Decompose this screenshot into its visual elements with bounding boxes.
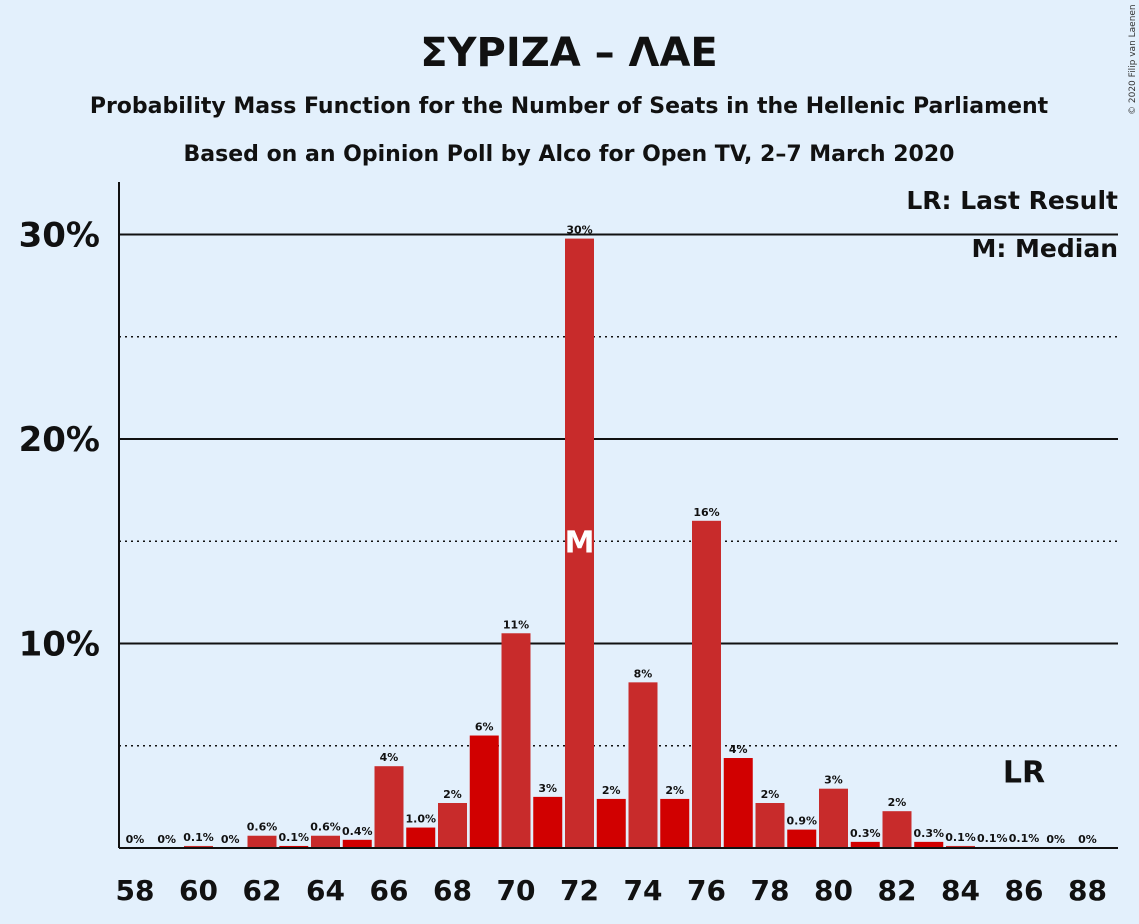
gridlines [119, 233, 1118, 747]
bar-seat-76 [692, 520, 721, 848]
data-label-seat-82: 2% [888, 796, 907, 809]
data-label-seat-65: 0.4% [342, 825, 373, 838]
data-label-seat-84: 0.1% [945, 831, 976, 844]
x-tick-labels: 58 60 62 64 66 68 70 72 74 76 78 80 82 84 86 88 [116, 874, 1107, 907]
data-label-seat-77: 4% [729, 743, 748, 756]
x-tick-label: 72 [560, 874, 599, 907]
data-label-seat-74: 8% [634, 667, 653, 680]
chart-subtitle: Probability Mass Function for the Number… [90, 94, 1049, 119]
bars [184, 238, 1039, 849]
x-tick-label: 82 [878, 874, 917, 907]
bar-seat-65 [342, 839, 372, 848]
x-tick-label: 86 [1005, 874, 1044, 907]
bar-seat-60 [184, 845, 213, 848]
bar-seat-78 [755, 803, 785, 848]
data-label-seat-81: 0.3% [850, 827, 881, 840]
x-tick-label: 68 [433, 874, 472, 907]
chart-subtitle-poll: Based on an Opinion Poll by Alco for Ope… [184, 142, 955, 167]
y-tick-label: 20% [19, 420, 100, 460]
bar-seat-66 [374, 766, 404, 848]
data-label-seat-85: 0.1% [977, 832, 1008, 845]
bar-seat-62 [247, 835, 277, 848]
bar-seat-80 [819, 788, 848, 848]
x-tick-label: 66 [370, 874, 409, 907]
data-label-seat-62: 0.6% [247, 821, 278, 834]
bar-seat-68 [438, 803, 467, 848]
data-label-seat-66: 4% [380, 751, 399, 764]
median-marker: M [565, 525, 595, 560]
data-label-seat-86: 0.1% [1009, 832, 1040, 845]
x-tick-label: 58 [116, 874, 155, 907]
bar-seat-74 [628, 682, 658, 848]
axes [118, 182, 1118, 849]
data-label-seat-83: 0.3% [913, 827, 944, 840]
data-label-seat-67: 1.0% [405, 813, 436, 826]
data-label-seat-63: 0.1% [278, 831, 309, 844]
bar-seat-69 [469, 735, 499, 848]
data-label-seat-58: 0% [126, 833, 145, 846]
data-label-seat-87: 0% [1046, 833, 1065, 846]
data-label-seat-71: 3% [538, 782, 557, 795]
legend-last-result: LR: Last Result [906, 186, 1118, 215]
data-label-seat-64: 0.6% [310, 821, 341, 834]
bar-seat-79 [787, 829, 817, 848]
x-tick-label: 64 [306, 874, 345, 907]
bar-seat-73 [596, 798, 626, 848]
bar-seat-84 [946, 845, 975, 848]
y-tick-label: 10% [19, 625, 100, 665]
data-label-seat-80: 3% [824, 774, 843, 787]
bar-seat-71 [533, 796, 563, 848]
data-label-seat-59: 0% [157, 833, 176, 846]
bar-seat-64 [311, 835, 340, 848]
x-tick-label: 62 [243, 874, 282, 907]
data-label-seat-73: 2% [602, 784, 621, 797]
data-label-seat-88: 0% [1078, 833, 1097, 846]
bar-seat-70 [501, 633, 531, 848]
last-result-marker: LR [1003, 756, 1045, 791]
data-label-seat-76: 16% [693, 506, 719, 519]
data-label-seat-68: 2% [443, 788, 462, 801]
y-tick-labels: 10% 20% 30% [19, 216, 100, 665]
x-tick-label: 84 [941, 874, 980, 907]
bar-seat-77 [723, 758, 753, 848]
bar-seat-75 [660, 798, 690, 848]
data-label-seat-70: 11% [503, 618, 529, 631]
bar-seat-67 [406, 827, 436, 848]
x-tick-label: 88 [1068, 874, 1107, 907]
data-label-seat-75: 2% [665, 784, 684, 797]
x-tick-label: 76 [687, 874, 726, 907]
bar-seat-82 [882, 811, 912, 848]
chart-title: ΣΥΡΙΖΑ – ΛΑΕ [420, 30, 718, 76]
bar-seat-83 [914, 841, 944, 848]
y-tick-label: 30% [19, 216, 100, 256]
data-label-seat-69: 6% [475, 721, 494, 734]
data-labels: 0% 0% 0.1% 0%0.6%0.1%0.6% 0.4%4%1.0%2%6%11%3… [126, 224, 1097, 846]
bar-seat-81 [850, 841, 880, 848]
data-label-seat-79: 0.9% [786, 815, 817, 828]
x-tick-label: 78 [751, 874, 790, 907]
bar-seat-72 [565, 238, 594, 849]
x-tick-label: 70 [497, 874, 536, 907]
data-label-seat-60: 0.1% [183, 831, 214, 844]
data-label-seat-78: 2% [761, 788, 780, 801]
data-label-seat-72: 30% [566, 224, 592, 237]
copyright-text: © 2020 Filip van Laenen [1128, 4, 1138, 115]
x-tick-label: 60 [179, 874, 218, 907]
legend-median: M: Median [971, 234, 1118, 263]
data-label-seat-61: 0% [221, 833, 240, 846]
x-tick-label: 80 [814, 874, 853, 907]
x-tick-label: 74 [624, 874, 663, 907]
bar-seat-63 [279, 845, 309, 848]
